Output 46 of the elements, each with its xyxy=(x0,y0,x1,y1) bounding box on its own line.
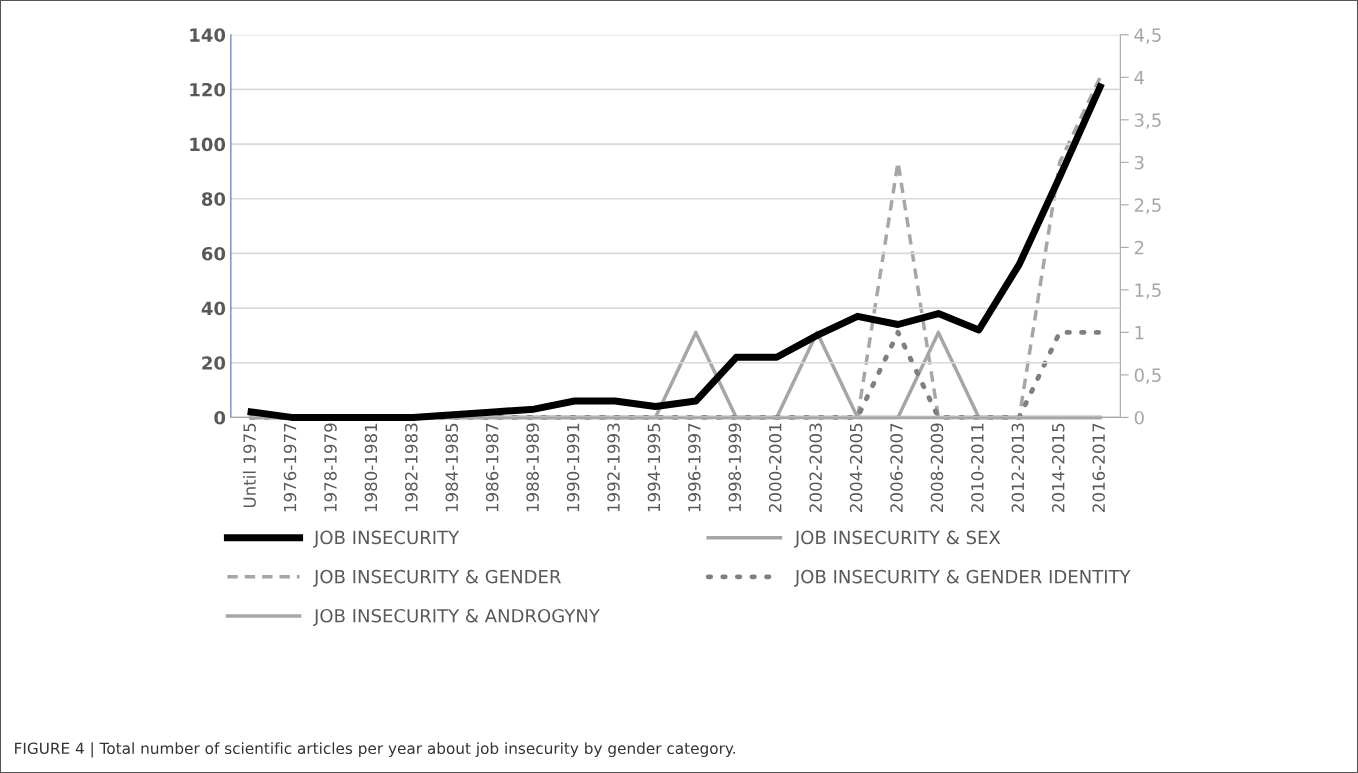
x-tick-label: 1994-1995 xyxy=(647,423,661,512)
legend-label: JOB INSECURITY xyxy=(313,530,460,548)
legend-label: JOB INSECURITY & ANDROGYNY xyxy=(313,608,600,626)
legend-label: JOB INSECURITY & GENDER xyxy=(313,569,561,587)
x-tick-label: 1978-1979 xyxy=(324,423,337,512)
y-tick-label: 100 xyxy=(190,137,226,152)
x-tick-label: 1990-1991 xyxy=(566,423,580,512)
y2-tick-label: 4 xyxy=(1134,71,1145,85)
y2-tick-label: 2,5 xyxy=(1134,198,1161,214)
x-tick-label: 1982-1983 xyxy=(405,423,418,512)
y-tick-label: 0 xyxy=(214,410,226,425)
x-tick-label: Until 1975 xyxy=(243,423,256,508)
x-tick-label: 1986-1987 xyxy=(485,423,499,512)
y-tick-label: 20 xyxy=(202,356,226,370)
y2-tick-label: 0,5 xyxy=(1134,368,1161,384)
caption: FIGURE 4 | Total number of scientific articles per year about job insecurity by gender category. xyxy=(15,742,735,758)
x-tick-label: 2016-2017 xyxy=(1092,423,1105,512)
x-tick-label: 1988-1989 xyxy=(526,423,539,512)
y2-tick-label: 2 xyxy=(1134,240,1144,255)
y2-tick-label: 3 xyxy=(1134,155,1144,170)
y2-tick-label: 0 xyxy=(1134,410,1144,425)
x-tick-label: 2004-2005 xyxy=(849,423,863,512)
legend-label: JOB INSECURITY & SEX xyxy=(793,530,1001,548)
y2-tick-label: 3,5 xyxy=(1134,113,1161,129)
y-tick-label: 80 xyxy=(201,192,226,206)
x-tick-label: 2010-2011 xyxy=(971,423,984,512)
x-tick-label: 2014-2015 xyxy=(1051,423,1065,512)
x-tick-label: 1980-1981 xyxy=(364,423,378,512)
x-tick-label: 2006-2007 xyxy=(890,423,903,512)
y-tick-label: 120 xyxy=(190,82,226,97)
y-tick-label: 60 xyxy=(201,246,226,261)
legend-label: JOB INSECURITY & GENDER IDENTITY xyxy=(793,569,1131,587)
y2-tick-label: 4,5 xyxy=(1134,28,1161,44)
y-tick-label: 140 xyxy=(190,28,226,42)
x-tick-label: 1998-1999 xyxy=(728,423,742,512)
x-tick-label: 1996-1997 xyxy=(688,423,701,512)
x-tick-label: 2002-2003 xyxy=(809,423,822,512)
y2-tick-label: 1 xyxy=(1135,326,1144,340)
y-tick-label: 40 xyxy=(201,301,226,316)
x-tick-label: 2012-2013 xyxy=(1011,423,1025,512)
x-tick-label: 1984-1985 xyxy=(445,423,459,512)
x-tick-label: 2008-2009 xyxy=(930,423,944,512)
y2-tick-label: 1,5 xyxy=(1135,283,1161,299)
x-tick-label: 2000-2001 xyxy=(768,423,782,512)
x-tick-label: 1976-1977 xyxy=(283,423,297,512)
x-tick-label: 1992-1993 xyxy=(607,423,620,512)
